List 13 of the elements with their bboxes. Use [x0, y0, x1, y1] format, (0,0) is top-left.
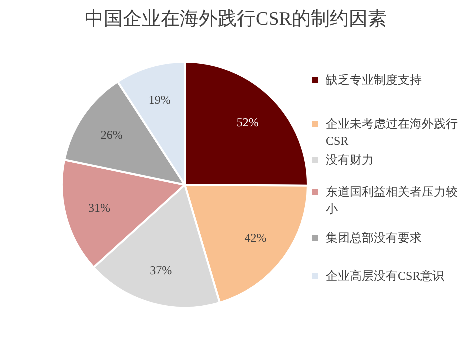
data-label: 19% [148, 93, 171, 108]
legend-label: 东道国利益相关者压力较小 [326, 184, 458, 218]
data-label: 37% [150, 263, 172, 278]
data-label: 42% [244, 231, 267, 246]
legend-label: 集团总部没有要求 [326, 230, 423, 247]
chart-title: 中国企业在海外践行CSR的制约因素 [84, 8, 388, 32]
legend-label: 没有财力 [326, 152, 375, 169]
legend-label: 企业未考虑过在海外践行CSR [326, 116, 458, 150]
data-label: 31% [88, 201, 111, 216]
data-label: 52% [236, 116, 259, 130]
legend-label: 缺乏专业制度支持 [326, 72, 423, 89]
legend-label: 企业高层没有CSR意识 [326, 268, 446, 285]
data-label: 26% [100, 128, 123, 142]
